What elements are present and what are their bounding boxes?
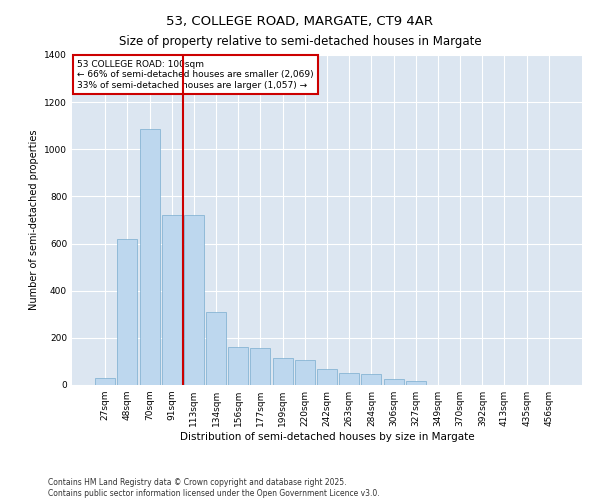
Text: Size of property relative to semi-detached houses in Margate: Size of property relative to semi-detach…: [119, 35, 481, 48]
Bar: [339, 373, 359, 385]
Bar: [295, 360, 315, 385]
Text: 53, COLLEGE ROAD, MARGATE, CT9 4AR: 53, COLLEGE ROAD, MARGATE, CT9 4AR: [167, 15, 433, 28]
Bar: [206, 312, 226, 385]
Bar: [361, 374, 382, 385]
Text: Contains HM Land Registry data © Crown copyright and database right 2025.
Contai: Contains HM Land Registry data © Crown c…: [48, 478, 380, 498]
Bar: [383, 379, 404, 385]
Bar: [162, 216, 182, 385]
Bar: [272, 358, 293, 385]
Bar: [184, 216, 204, 385]
Bar: [250, 348, 271, 385]
Bar: [317, 368, 337, 385]
Bar: [406, 382, 426, 385]
Text: 53 COLLEGE ROAD: 100sqm
← 66% of semi-detached houses are smaller (2,069)
33% of: 53 COLLEGE ROAD: 100sqm ← 66% of semi-de…: [77, 60, 314, 90]
Bar: [95, 378, 115, 385]
Y-axis label: Number of semi-detached properties: Number of semi-detached properties: [29, 130, 38, 310]
X-axis label: Distribution of semi-detached houses by size in Margate: Distribution of semi-detached houses by …: [179, 432, 475, 442]
Bar: [228, 348, 248, 385]
Bar: [140, 129, 160, 385]
Bar: [118, 239, 137, 385]
